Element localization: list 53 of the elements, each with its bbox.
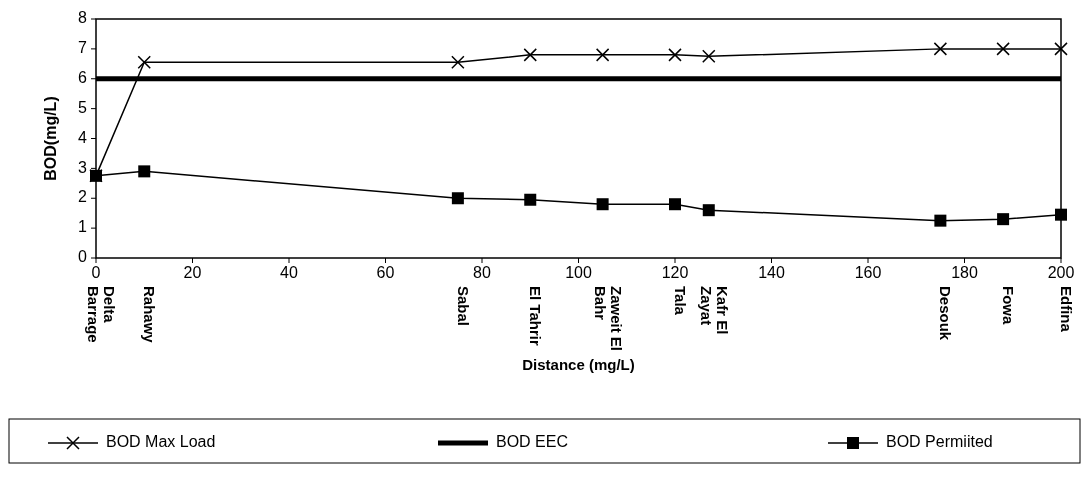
x-tick-label: 100 (565, 264, 592, 281)
point (668, 48, 682, 62)
y-axis-title: BOD(mg/L) (42, 96, 59, 181)
text: Zaweit El Bahr (591, 286, 625, 352)
text: Rahawy (141, 286, 159, 344)
point (996, 42, 1010, 56)
point (137, 55, 151, 70)
text: Kafr El Zayat (697, 286, 731, 335)
text: Fowa (1000, 286, 1018, 325)
y-tick-label: 2 (78, 188, 88, 206)
y-tick-label: 5 (78, 98, 88, 116)
x-tick-label: 180 (951, 264, 978, 281)
x-tick-label: 200 (1047, 264, 1075, 281)
x-tick-label: 80 (473, 264, 491, 281)
y-tick-label: 3 (78, 158, 88, 176)
point (595, 48, 610, 62)
x-tick-label: 160 (854, 264, 882, 281)
y-tick-label: 4 (78, 128, 88, 146)
point (997, 213, 1010, 226)
point (669, 198, 681, 211)
x-axis-title: Distance (mg/L) (522, 356, 635, 373)
x-tick-label: 40 (280, 264, 298, 281)
text: El Tahrir (527, 286, 545, 346)
point (1054, 42, 1068, 56)
y-tick-label: 6 (78, 68, 88, 86)
text: Sabal (454, 286, 472, 327)
point (1055, 208, 1067, 221)
point (451, 55, 465, 70)
legend-label: BOD EEC (496, 433, 569, 451)
x-tick-label: 20 (183, 264, 202, 281)
legend-label: BOD Max Load (106, 433, 216, 451)
y-tick-label: 0 (78, 248, 88, 266)
y-tick-label: 1 (78, 218, 88, 236)
legend-label: BOD Permiited (886, 433, 993, 451)
point (138, 165, 151, 178)
y-tick-label: 8 (78, 9, 88, 27)
text: Edfina (1058, 286, 1075, 333)
point (523, 48, 537, 62)
point (596, 198, 609, 211)
text: Desouk (937, 286, 955, 341)
x-tick-label: 140 (758, 264, 785, 281)
x-tick-label: 60 (376, 264, 395, 281)
point (934, 214, 947, 227)
point (524, 193, 537, 206)
x-tick-label: 120 (661, 264, 689, 281)
point (451, 192, 464, 205)
y-tick-label: 7 (78, 39, 88, 57)
text: Delta Barrage (85, 286, 118, 343)
point (702, 49, 716, 64)
text: Tala (672, 286, 689, 316)
point (702, 204, 715, 217)
x-tick-label: 0 (91, 264, 101, 281)
point (933, 42, 948, 56)
